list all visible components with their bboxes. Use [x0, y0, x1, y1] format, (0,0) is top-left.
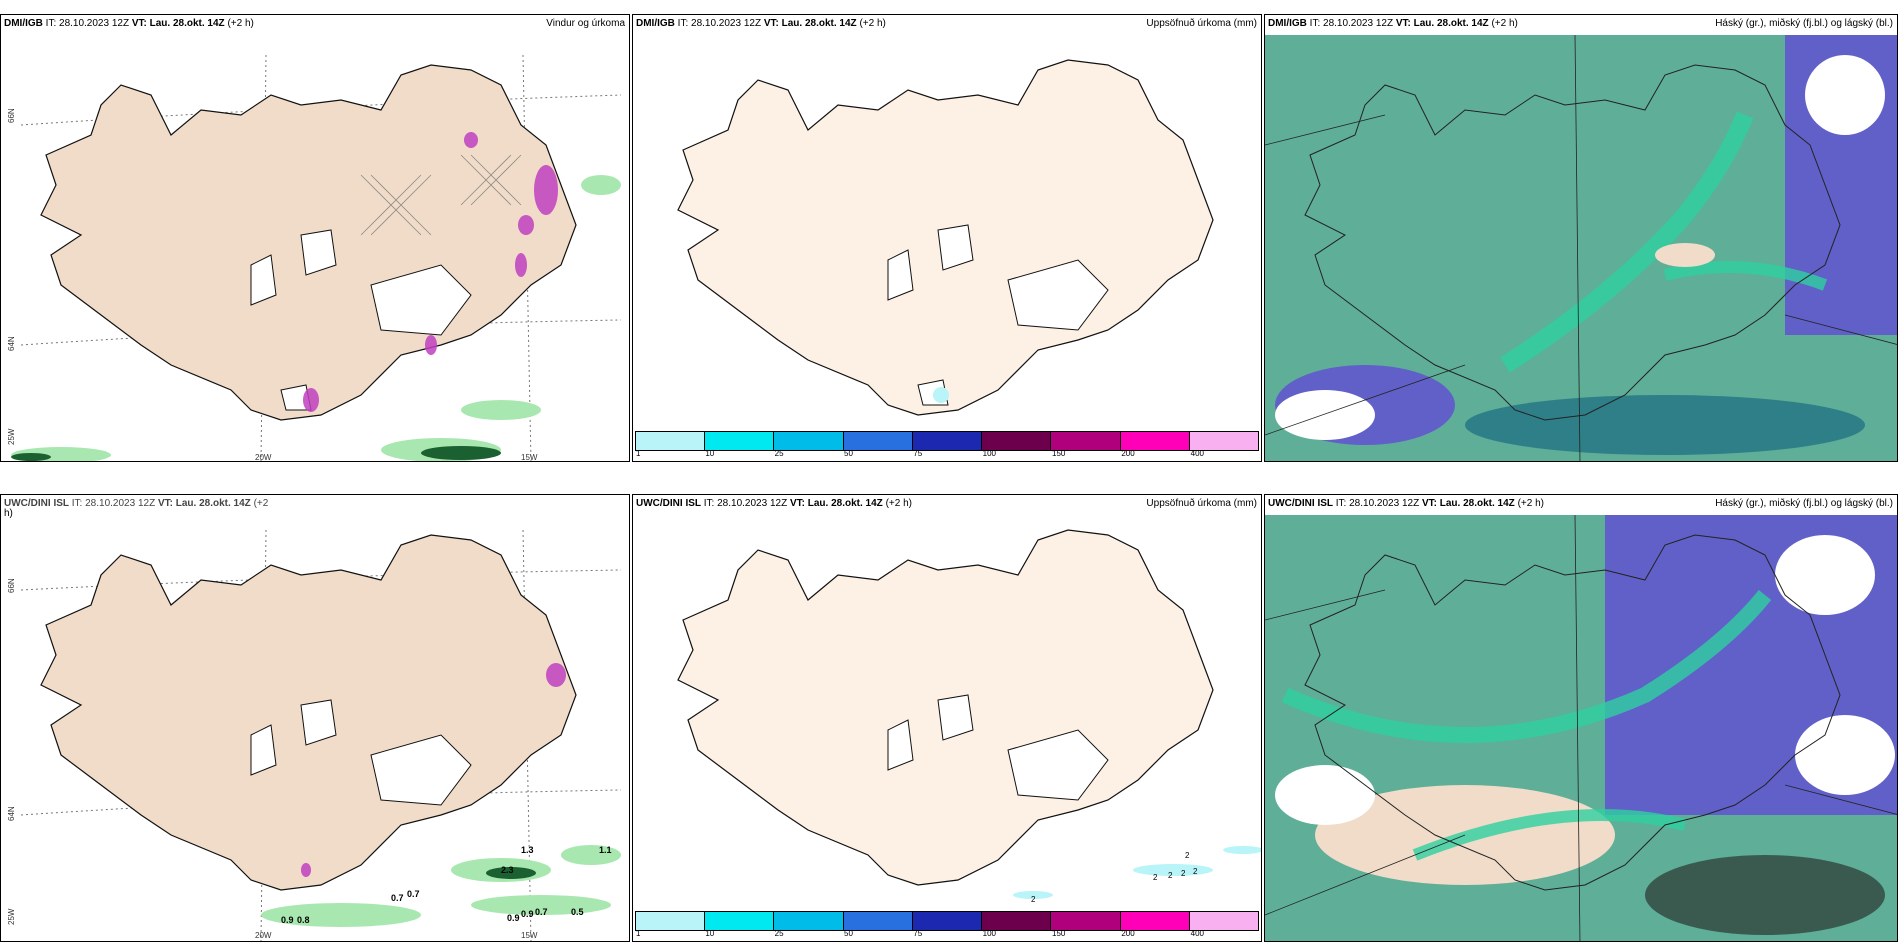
lat-label: 66N	[7, 108, 16, 123]
accum-precip-map	[677, 529, 1261, 899]
precip-label: 1.1	[599, 845, 612, 855]
iceland-outline	[1304, 64, 1841, 421]
panel-title: Uppsöfnuð úrkoma (mm)	[1146, 18, 1257, 29]
lon-label: 25W	[7, 908, 16, 925]
accum-label: 2	[1031, 895, 1036, 904]
precip-label: 0.8	[297, 915, 310, 925]
precip-label: 0.7	[535, 907, 548, 917]
accum-label: 2	[1168, 871, 1173, 880]
precip-label: 0.9	[507, 913, 520, 923]
precip-label: 2.3	[501, 865, 514, 875]
colorbar-tick-label: 150	[1052, 929, 1066, 938]
colorbar-tick-label: 100	[982, 449, 997, 458]
lat-label: 64N	[7, 806, 16, 821]
panel-accum-precip-uwc: UWC/DINI ISL IT: 28.10.2023 12Z VT: Lau.…	[632, 494, 1262, 942]
colorbar-tick-label: 10	[705, 449, 715, 458]
lon-label: 25W	[7, 428, 16, 445]
precip-label: 0.9	[281, 915, 294, 925]
colorbar	[635, 911, 1259, 931]
colorbar-tick-label: 25	[774, 449, 784, 458]
colorbar-swatch	[774, 432, 844, 450]
colorbar-swatch	[1051, 432, 1121, 450]
panel-header: DMI/IGB IT: 28.10.2023 12Z VT: Lau. 28.o…	[636, 18, 886, 29]
colorbar-swatch	[636, 432, 706, 450]
colorbar-tick-label: 10	[705, 929, 715, 938]
colorbar-swatch	[705, 432, 775, 450]
panel-wind-precip-uwc: UWC/DINI ISL IT: 28.10.2023 12Z VT: Lau.…	[0, 494, 630, 942]
panel-title: Háský (gr.), miðský (fj.bl.) og lágský (…	[1715, 498, 1893, 509]
precip-label: 0.7	[407, 889, 420, 899]
colorbar-swatch	[705, 912, 775, 930]
panel-header: DMI/IGB IT: 28.10.2023 12Z VT: Lau. 28.o…	[4, 18, 254, 29]
colorbar-swatch	[1189, 432, 1258, 450]
colorbar-swatch	[912, 432, 983, 450]
panel-title: Vindur og úrkoma	[546, 18, 625, 29]
precip-label: 0.9	[521, 909, 534, 919]
colorbar-tick-label: 200	[1121, 929, 1135, 938]
panel-title: Uppsöfnuð úrkoma (mm)	[1146, 498, 1257, 509]
panel-clouds-uwc: UWC/DINI ISL IT: 28.10.2023 12Z VT: Lau.…	[1264, 494, 1898, 942]
precip-label: 1.3	[521, 845, 534, 855]
precip-label: 0.5	[571, 907, 584, 917]
accum-label: 2	[1153, 873, 1158, 882]
accum-label: 2	[1181, 869, 1186, 878]
accum-precip-map	[677, 59, 1214, 416]
colorbar-tick-label: 25	[774, 929, 784, 938]
colorbar-tick-label: 1	[636, 929, 641, 938]
panel-header: UWC/DINI ISL IT: 28.10.2023 12Z VT: Lau.…	[1268, 498, 1544, 509]
colorbar-swatch	[636, 912, 706, 930]
panel-header: UWC/DINI ISL IT: 28.10.2023 12Z VT: Lau.…	[636, 498, 912, 509]
accum-label: 2	[1193, 867, 1198, 876]
colorbar-tick-label: 400	[1190, 929, 1205, 938]
iceland-outline	[1304, 534, 1841, 891]
colorbar-tick-label: 400	[1190, 449, 1205, 458]
panel-accum-precip-dmi: DMI/IGB IT: 28.10.2023 12Z VT: Lau. 28.o…	[632, 14, 1262, 462]
colorbar-tick-label: 200	[1121, 449, 1135, 458]
colorbar-swatch	[982, 432, 1052, 450]
colorbar-swatch	[1051, 912, 1121, 930]
colorbar-swatch	[843, 912, 913, 930]
colorbar	[635, 431, 1259, 451]
cloud-cover-map	[1265, 514, 1897, 941]
lon-label: 15W	[521, 453, 538, 462]
colorbar-swatch	[982, 912, 1052, 930]
colorbar-tick-label: 1	[636, 449, 641, 458]
wind-precip-map	[20, 529, 622, 941]
wind-precip-map	[1, 35, 629, 461]
lat-label: 64N	[7, 336, 16, 351]
colorbar-labels: 1 10 25 50 75 100 150 200 400	[635, 449, 1259, 461]
colorbar-swatch	[1120, 432, 1190, 450]
panel-header: UWC/DINI ISL IT: 28.10.2023 12Z VT: Lau.…	[4, 498, 269, 509]
accum-label: 2	[1185, 851, 1190, 860]
panel-clouds-dmi: DMI/IGB IT: 28.10.2023 12Z VT: Lau. 28.o…	[1264, 14, 1898, 462]
colorbar-tick-label: 150	[1052, 449, 1066, 458]
panel-wind-precip-dmi: DMI/IGB IT: 28.10.2023 12Z VT: Lau. 28.o…	[0, 14, 630, 462]
lat-label: 66N	[7, 578, 16, 593]
colorbar-tick-label: 100	[982, 929, 997, 938]
colorbar-swatch	[774, 912, 844, 930]
panel-header: DMI/IGB IT: 28.10.2023 12Z VT: Lau. 28.o…	[1268, 18, 1518, 29]
lon-label: 20W	[255, 931, 272, 940]
cloud-cover-map	[1265, 34, 1897, 461]
colorbar-tick-label: 75	[913, 929, 923, 938]
colorbar-swatch	[912, 912, 983, 930]
precip-label: 0.7	[391, 893, 404, 903]
colorbar-labels: 1 10 25 50 75 100 150 200 400	[635, 929, 1259, 941]
panel-header-wrap: h)	[4, 508, 13, 519]
colorbar-tick-label: 50	[844, 449, 853, 458]
panel-title: Háský (gr.), miðský (fj.bl.) og lágský (…	[1715, 18, 1893, 29]
lon-label: 20W	[255, 453, 272, 462]
lon-label: 15W	[521, 931, 538, 940]
colorbar-tick-label: 75	[913, 449, 923, 458]
colorbar-swatch	[1189, 912, 1258, 930]
colorbar-swatch	[1120, 912, 1190, 930]
colorbar-tick-label: 50	[844, 929, 853, 938]
colorbar-swatch	[843, 432, 913, 450]
